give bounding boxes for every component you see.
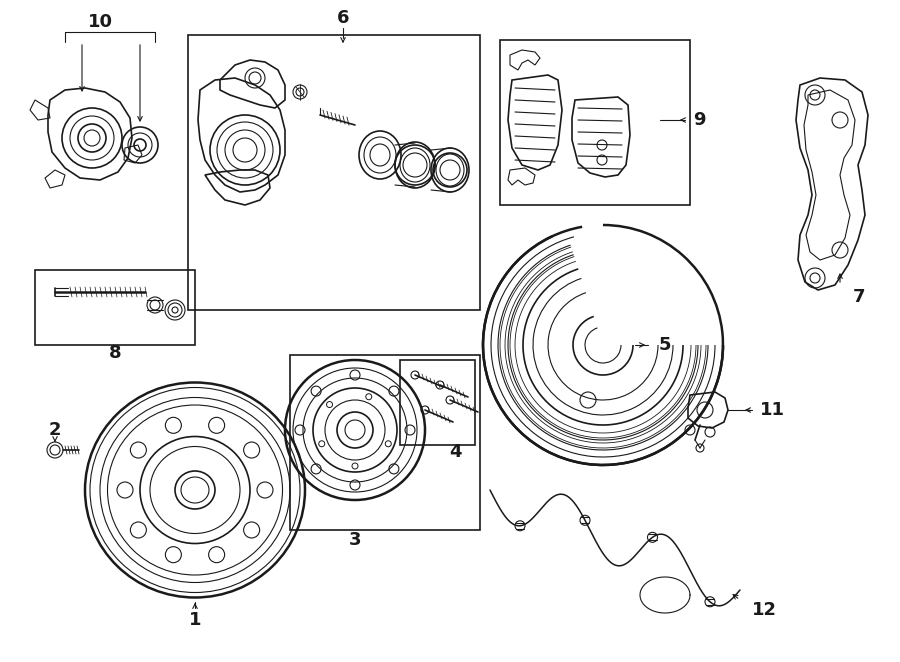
- Text: 7: 7: [853, 288, 866, 306]
- Text: 4: 4: [449, 443, 461, 461]
- Text: 1: 1: [189, 611, 202, 629]
- Text: 8: 8: [109, 344, 122, 362]
- Text: 11: 11: [760, 401, 785, 419]
- Text: 6: 6: [337, 9, 349, 27]
- Text: 10: 10: [87, 13, 112, 31]
- Text: 12: 12: [752, 601, 777, 619]
- Text: 2: 2: [49, 421, 61, 439]
- Text: 5: 5: [659, 336, 671, 354]
- Text: 9: 9: [693, 111, 706, 129]
- Text: 3: 3: [349, 531, 361, 549]
